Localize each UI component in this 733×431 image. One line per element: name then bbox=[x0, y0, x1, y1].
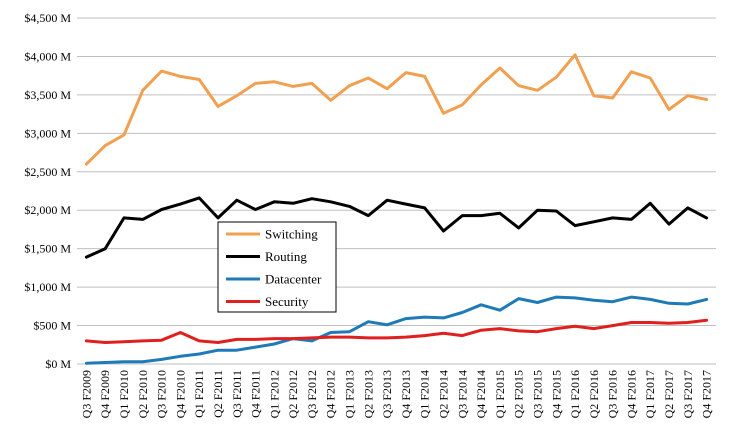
x-tick-label: Q4 F2013 bbox=[399, 370, 413, 418]
legend-label-security: Security bbox=[265, 294, 309, 309]
legend: Switching Routing Datacenter Security bbox=[217, 221, 337, 313]
x-tick-label: Q3 F2016 bbox=[606, 370, 620, 418]
x-tick-label: Q3 F2014 bbox=[455, 370, 469, 418]
x-tick-label: Q4 F2012 bbox=[324, 370, 338, 418]
x-tick-label: Q4 F2014 bbox=[474, 370, 488, 418]
x-tick-label: Q1 F2017 bbox=[643, 370, 657, 418]
legend-label-switching: Switching bbox=[265, 227, 318, 242]
x-tick-label: Q2 F2011 bbox=[211, 370, 225, 418]
x-tick-label: Q2 F2013 bbox=[361, 370, 375, 418]
y-tick-label: $1,500 M bbox=[24, 242, 71, 256]
x-tick-label: Q1 F2014 bbox=[418, 370, 432, 418]
series-line-datacenter bbox=[84, 295, 709, 365]
x-tick-label: Q1 F2011 bbox=[192, 370, 206, 418]
x-tick-label: Q2 F2016 bbox=[587, 370, 601, 418]
y-tick-label: $4,000 M bbox=[24, 49, 71, 63]
series-line-routing bbox=[84, 196, 709, 259]
legend-label-datacenter: Datacenter bbox=[265, 272, 322, 287]
x-tick-label: Q1 F2010 bbox=[117, 370, 131, 418]
x-tick-label: Q4 F2017 bbox=[700, 370, 714, 418]
y-tick-label: $1,000 M bbox=[24, 280, 71, 294]
x-tick-label: Q2 F2015 bbox=[512, 370, 526, 418]
x-tick-label: Q2 F2012 bbox=[286, 370, 300, 418]
x-tick-label: Q2 F2014 bbox=[436, 370, 450, 418]
x-tick-label: Q3 F2013 bbox=[380, 370, 394, 418]
x-tick-label: Q1 F2012 bbox=[267, 370, 281, 418]
x-tick-label: Q4 F2010 bbox=[173, 370, 187, 418]
y-axis-labels: $0 M $500 M $1,000 M $1,500 M $2,000 M $2,500… bbox=[24, 11, 71, 371]
x-tick-label: Q1 F2015 bbox=[493, 370, 507, 418]
x-tick-label: Q4 F2011 bbox=[249, 370, 263, 418]
y-tick-label: $0 M bbox=[45, 357, 71, 371]
x-tick-label: Q2 F2017 bbox=[662, 370, 676, 418]
y-tick-label: $2,000 M bbox=[24, 203, 71, 217]
grid-lines bbox=[77, 17, 716, 365]
x-axis-labels: Q3 F2009 Q4 F2009 Q1 F2010 Q2 F2010 Q3 F2010… bbox=[79, 370, 713, 418]
x-tick-label: Q4 F2016 bbox=[624, 370, 638, 418]
y-tick-label: $3,000 M bbox=[24, 126, 71, 140]
x-tick-label: Q1 F2016 bbox=[568, 370, 582, 418]
series-line-switching bbox=[84, 53, 709, 166]
y-tick-label: $3,500 M bbox=[24, 88, 71, 102]
y-tick-label: $4,500 M bbox=[24, 11, 71, 25]
series-lines bbox=[84, 53, 709, 365]
x-tick-label: Q3 F2011 bbox=[230, 370, 244, 418]
x-tick-label: Q1 F2013 bbox=[343, 370, 357, 418]
x-tick-label: Q4 F2015 bbox=[549, 370, 563, 418]
series-line-security bbox=[84, 318, 709, 344]
legend-label-routing: Routing bbox=[265, 249, 307, 264]
x-tick-label: Q3 F2009 bbox=[79, 370, 93, 418]
x-tick-label: Q3 F2017 bbox=[681, 370, 695, 418]
y-tick-label: $2,500 M bbox=[24, 165, 71, 179]
x-tick-label: Q3 F2010 bbox=[155, 370, 169, 418]
y-tick-label: $500 M bbox=[33, 319, 71, 333]
x-tick-label: Q3 F2015 bbox=[530, 370, 544, 418]
legend-box bbox=[217, 221, 337, 313]
x-tick-label: Q2 F2010 bbox=[136, 370, 150, 418]
x-tick-label: Q4 F2009 bbox=[98, 370, 112, 418]
x-tick-label: Q3 F2012 bbox=[305, 370, 319, 418]
